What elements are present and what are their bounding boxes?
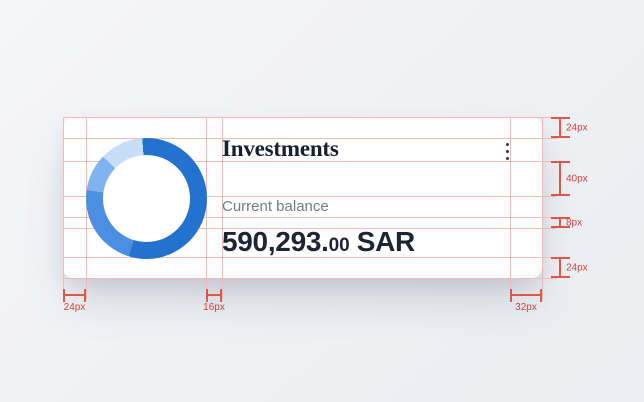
vertical-ellipsis-icon bbox=[505, 142, 509, 146]
donut-hole bbox=[103, 155, 190, 242]
measure-label-to-value-gap: 8px bbox=[551, 217, 582, 228]
measure-label: 40px bbox=[566, 173, 588, 184]
measure-donut-to-text-gap: 16px bbox=[203, 289, 225, 313]
measure-title-to-label-gap: 40px bbox=[551, 161, 588, 196]
measure-label: 16px bbox=[203, 302, 225, 313]
measure-top-padding: 24px bbox=[551, 117, 588, 138]
measure-label: 24px bbox=[566, 262, 588, 273]
measure-right-padding: 32px bbox=[510, 289, 542, 313]
balance-currency: SAR bbox=[356, 226, 416, 257]
measure-bottom-padding: 24px bbox=[551, 257, 588, 278]
vertical-ellipsis-icon bbox=[505, 149, 509, 153]
portfolio-donut-chart bbox=[86, 138, 207, 259]
current-balance-value: 590,293.00 SAR bbox=[222, 226, 415, 257]
guide-line-card-right bbox=[542, 117, 543, 300]
more-options-button[interactable] bbox=[499, 139, 515, 163]
balance-fraction: 00 bbox=[328, 235, 350, 256]
vertical-ellipsis-icon bbox=[505, 156, 509, 160]
current-balance-label: Current balance bbox=[222, 198, 329, 215]
measure-label: 24px bbox=[63, 302, 86, 313]
balance-integer: 590,293. bbox=[222, 226, 329, 257]
measure-label: 8px bbox=[566, 217, 583, 228]
measure-label: 32px bbox=[515, 302, 537, 313]
measure-left-padding: 24px bbox=[63, 289, 86, 313]
measure-label: 24px bbox=[566, 122, 588, 133]
guide-line-card-bottom bbox=[63, 278, 557, 279]
card-title: Investments bbox=[222, 136, 339, 161]
